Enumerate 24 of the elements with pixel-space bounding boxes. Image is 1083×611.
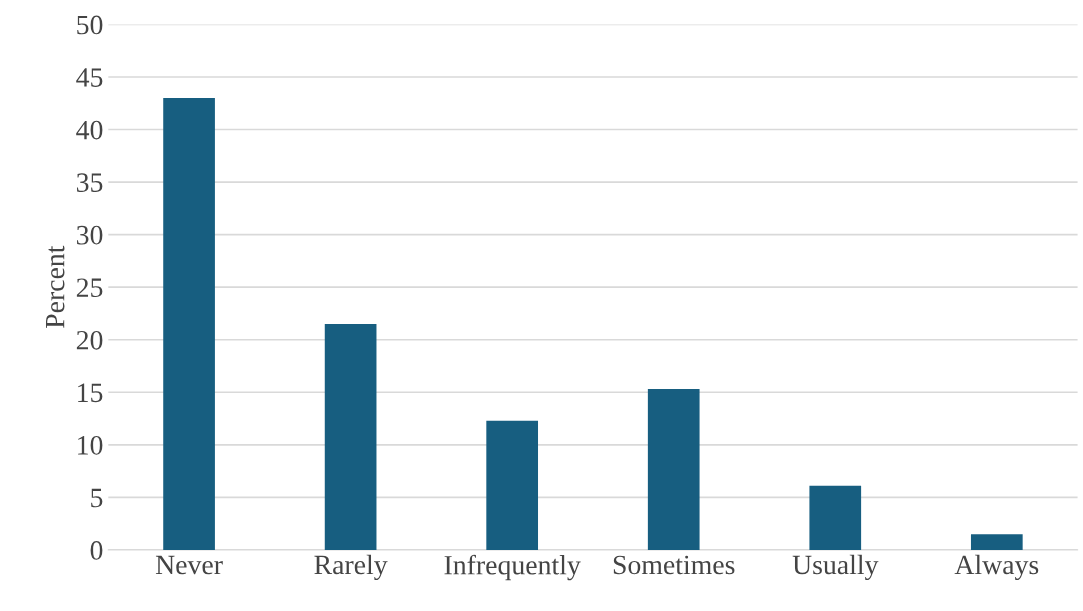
bar [324, 323, 377, 550]
x-tick-label: Never [155, 555, 223, 575]
x-tick-label: Rarely [314, 554, 388, 581]
bar [647, 389, 700, 550]
y-tick-label: 5 [91, 488, 103, 508]
bar [970, 534, 1023, 550]
y-tick-label: 40 [76, 120, 103, 140]
y-tick-label: 35 [76, 173, 103, 192]
y-tick-label: 20 [76, 330, 103, 350]
bar [163, 98, 215, 550]
x-tick-label: Infrequently [444, 554, 581, 581]
x-tick-label: Usually [792, 554, 879, 581]
y-tick-label: 25 [76, 278, 103, 298]
y-tick-label: 0 [90, 541, 103, 560]
y-tick-label: 10 [78, 435, 103, 455]
bar [809, 485, 862, 550]
y-tick-label: 50 [77, 15, 103, 35]
x-tick-label: Sometimes [613, 555, 735, 575]
y-axis-title: Percent [46, 245, 65, 329]
y-tick-label: 30 [76, 225, 103, 245]
y-tick-label: 15 [78, 383, 103, 403]
y-tick-label: 45 [76, 68, 103, 87]
bar [486, 420, 539, 550]
x-tick-label: Always [954, 554, 1039, 581]
